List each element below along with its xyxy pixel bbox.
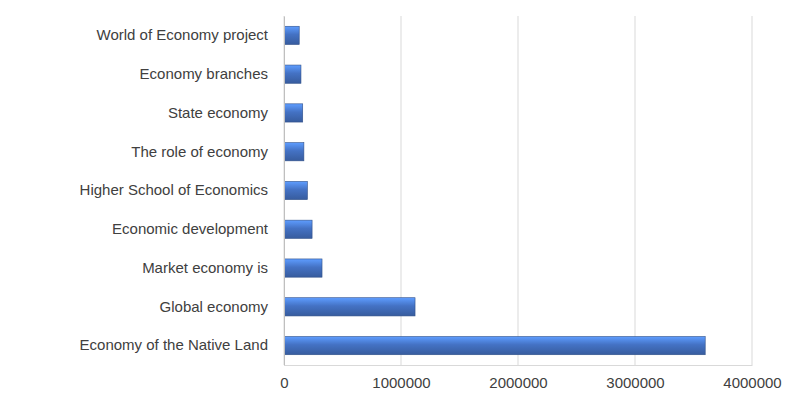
y-tick: Higher School of Economics bbox=[80, 181, 284, 198]
y-tick: Market economy is bbox=[142, 259, 284, 276]
y-tick-label: Market economy is bbox=[142, 259, 268, 276]
y-tick-label: Global economy bbox=[160, 298, 269, 315]
y-tick: The role of economy bbox=[131, 143, 284, 160]
x-tick: 0 bbox=[280, 365, 288, 391]
y-tick: Economy of the Native Land bbox=[80, 336, 284, 353]
grid bbox=[284, 16, 752, 365]
x-tick: 2000000 bbox=[489, 365, 547, 391]
grid-line bbox=[635, 16, 636, 365]
y-tick-label: Economy of the Native Land bbox=[80, 336, 268, 353]
y-axis-line bbox=[284, 17, 285, 366]
bar bbox=[284, 259, 322, 277]
bar bbox=[284, 298, 415, 316]
y-tick: Economy branches bbox=[140, 65, 284, 82]
bar bbox=[284, 104, 303, 122]
y-tick-label: State economy bbox=[168, 104, 269, 121]
y-tick-label: Economic development bbox=[112, 220, 269, 237]
y-tick-label: The role of economy bbox=[131, 143, 268, 160]
bar bbox=[284, 143, 304, 161]
x-tick-label: 4000000 bbox=[723, 374, 781, 391]
y-tick-label: Higher School of Economics bbox=[80, 181, 268, 198]
x-tick: 1000000 bbox=[372, 365, 430, 391]
bars bbox=[284, 26, 705, 354]
x-axis: 0 1000000 2000000 3000000 4000000 bbox=[280, 365, 781, 391]
grid-line bbox=[752, 16, 753, 365]
bar bbox=[284, 65, 301, 83]
chart: 0 1000000 2000000 3000000 4000000 World of Ec… bbox=[0, 0, 806, 410]
bar bbox=[284, 181, 307, 199]
x-tick-label: 1000000 bbox=[372, 374, 430, 391]
plot: 0 1000000 2000000 3000000 4000000 World of Ec… bbox=[80, 16, 782, 391]
y-axis: World of Economy project Economy branches… bbox=[80, 17, 285, 366]
y-tick-label: Economy branches bbox=[140, 65, 268, 82]
x-tick: 3000000 bbox=[606, 365, 664, 391]
bar bbox=[284, 220, 312, 238]
y-tick: World of Economy project bbox=[97, 26, 284, 43]
x-tick-label: 3000000 bbox=[606, 374, 664, 391]
x-axis-line bbox=[285, 365, 753, 366]
x-tick-label: 2000000 bbox=[489, 374, 547, 391]
y-tick: Global economy bbox=[160, 298, 284, 315]
grid-line bbox=[518, 16, 519, 365]
bar bbox=[284, 26, 299, 44]
y-tick-label: World of Economy project bbox=[97, 26, 269, 43]
x-tick: 4000000 bbox=[723, 365, 781, 391]
y-tick: Economic development bbox=[112, 220, 284, 237]
grid-line bbox=[284, 16, 285, 365]
y-tick: State economy bbox=[168, 104, 284, 121]
x-tick-label: 0 bbox=[280, 374, 288, 391]
bar bbox=[284, 336, 705, 354]
